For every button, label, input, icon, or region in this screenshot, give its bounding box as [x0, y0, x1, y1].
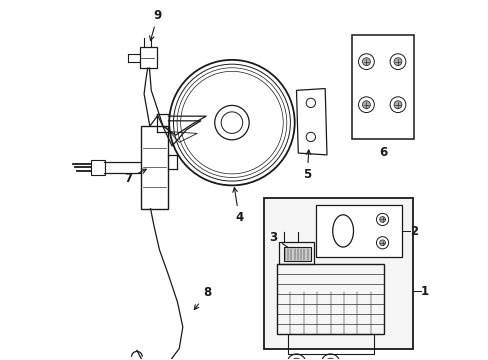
Bar — [276, 264, 384, 334]
Circle shape — [393, 101, 401, 109]
Circle shape — [379, 217, 385, 222]
Circle shape — [362, 58, 369, 66]
Text: 4: 4 — [232, 188, 243, 224]
Bar — [140, 126, 168, 209]
Bar — [351, 35, 413, 139]
Text: 8: 8 — [194, 287, 211, 310]
Text: 2: 2 — [409, 225, 417, 238]
Circle shape — [393, 58, 401, 66]
Bar — [278, 242, 314, 264]
Text: 3: 3 — [268, 231, 294, 252]
Bar — [284, 247, 310, 261]
Text: 5: 5 — [303, 150, 311, 181]
Bar — [287, 334, 373, 354]
Text: 7: 7 — [124, 169, 146, 185]
Bar — [316, 205, 402, 257]
Text: 1: 1 — [420, 285, 428, 298]
Circle shape — [379, 240, 385, 246]
Circle shape — [362, 101, 369, 109]
Text: 9: 9 — [149, 9, 162, 41]
Bar — [264, 198, 412, 348]
Text: 6: 6 — [378, 146, 386, 159]
Bar — [91, 159, 105, 175]
Bar — [140, 47, 157, 68]
